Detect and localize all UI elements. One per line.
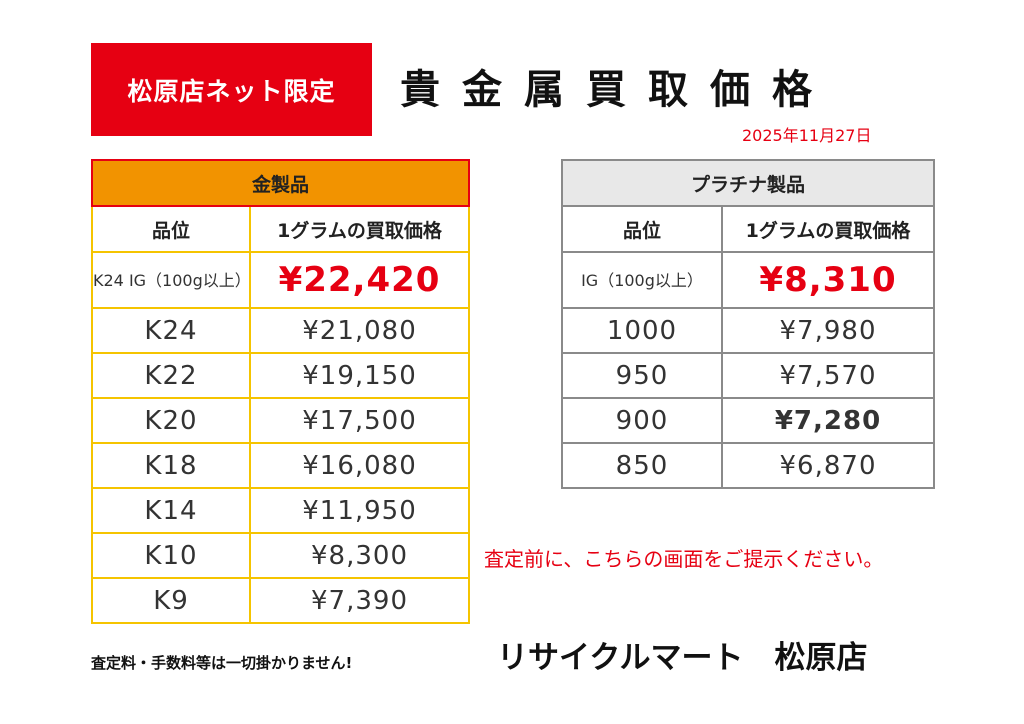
no-fee-footnote: 査定料・手数料等は一切掛かりません! xyxy=(91,654,353,672)
table-row: 850 ¥6,870 xyxy=(561,442,936,489)
platinum-table-title: プラチナ製品 xyxy=(560,159,936,207)
table-row: IG（100g以上） ¥8,310 xyxy=(561,251,936,309)
gold-table-title: 金製品 xyxy=(90,159,471,207)
platinum-price-table: プラチナ製品 品位 1グラムの買取価格 IG（100g以上） ¥8,310 10… xyxy=(560,159,936,489)
table-row: K22 ¥19,150 xyxy=(91,352,471,399)
gold-grade-k24ig: K24 IG（100g以上） xyxy=(91,251,251,309)
gold-price: ¥11,950 xyxy=(248,487,471,534)
platinum-grade-ig: IG（100g以上） xyxy=(561,251,723,309)
table-row: K20 ¥17,500 xyxy=(91,397,471,444)
price-date: 2025年11月27日 xyxy=(742,126,872,145)
gold-price: ¥7,390 xyxy=(248,577,471,624)
gold-price: ¥17,500 xyxy=(248,397,471,444)
platinum-price: ¥7,980 xyxy=(720,307,936,354)
gold-price: ¥19,150 xyxy=(248,352,471,399)
gold-price: ¥21,080 xyxy=(248,307,471,354)
platinum-price: ¥6,870 xyxy=(720,442,936,489)
platinum-price: ¥7,570 xyxy=(720,352,936,399)
table-row: K9 ¥7,390 xyxy=(91,577,471,624)
platinum-grade: 1000 xyxy=(561,307,723,354)
table-row: K24 ¥21,080 xyxy=(91,307,471,354)
net-limited-badge: 松原店ネット限定 xyxy=(91,43,372,136)
gold-grade: K20 xyxy=(91,397,251,444)
gold-grade: K14 xyxy=(91,487,251,534)
gold-grade: K10 xyxy=(91,532,251,579)
gold-grade: K24 xyxy=(91,307,251,354)
table-row: K18 ¥16,080 xyxy=(91,442,471,489)
store-name: リサイクルマート 松原店 xyxy=(497,640,868,676)
gold-price: ¥8,300 xyxy=(248,532,471,579)
platinum-price-ig: ¥8,310 xyxy=(720,251,936,309)
gold-price: ¥16,080 xyxy=(248,442,471,489)
gold-price-header: 1グラムの買取価格 xyxy=(248,205,471,253)
table-row: K10 ¥8,300 xyxy=(91,532,471,579)
present-screen-notice: 査定前に、こちらの画面をご提示ください。 xyxy=(484,547,884,571)
gold-grade: K9 xyxy=(91,577,251,624)
table-row: 950 ¥7,570 xyxy=(561,352,936,399)
platinum-grade: 950 xyxy=(561,352,723,399)
platinum-grade: 900 xyxy=(561,397,723,444)
platinum-grade: 850 xyxy=(561,442,723,489)
gold-price-table: 金製品 品位 1グラムの買取価格 K24 IG（100g以上） ¥22,420 … xyxy=(90,159,471,624)
gold-grade: K22 xyxy=(91,352,251,399)
gold-grade-header: 品位 xyxy=(91,205,251,253)
gold-grade: K18 xyxy=(91,442,251,489)
gold-price-k24ig: ¥22,420 xyxy=(248,251,471,309)
table-row: K24 IG（100g以上） ¥22,420 xyxy=(91,251,471,309)
platinum-price-header: 1グラムの買取価格 xyxy=(720,205,936,253)
platinum-price-highlight: ¥7,280 xyxy=(720,397,936,444)
table-row: 900 ¥7,280 xyxy=(561,397,936,444)
table-row: 1000 ¥7,980 xyxy=(561,307,936,354)
table-row: K14 ¥11,950 xyxy=(91,487,471,534)
page-title: 貴金属買取価格 xyxy=(400,67,834,113)
platinum-grade-header: 品位 xyxy=(561,205,723,253)
